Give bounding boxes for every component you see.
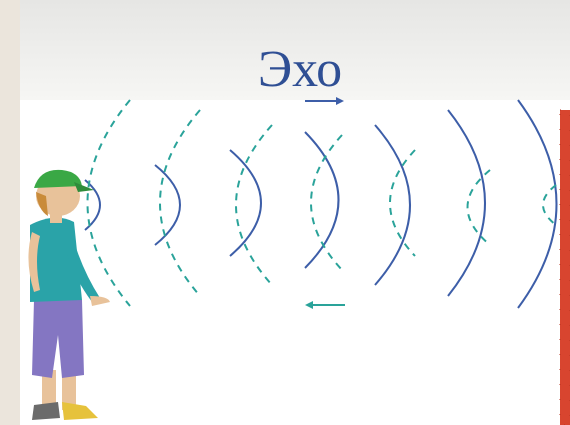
title-area: [20, 0, 570, 100]
arrow-left: [305, 301, 345, 309]
slide-title: Эхо: [258, 41, 342, 98]
wall: [559, 109, 570, 425]
boy: [28, 169, 110, 420]
reflected-waves: [86, 99, 557, 307]
illustration-area: [20, 100, 570, 425]
arrow-right: [305, 97, 344, 105]
outgoing-waves: [84, 99, 558, 309]
